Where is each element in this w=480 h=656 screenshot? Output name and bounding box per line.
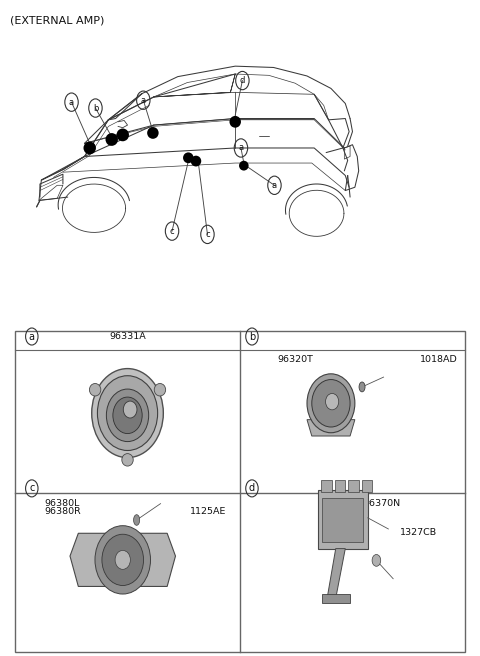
Ellipse shape (92, 369, 163, 458)
Text: d: d (240, 76, 245, 85)
Bar (15, 331, 465, 652)
Ellipse shape (115, 550, 131, 569)
Ellipse shape (229, 116, 241, 128)
Bar (348, 480, 359, 491)
Bar (318, 489, 368, 548)
Polygon shape (327, 548, 345, 598)
Ellipse shape (239, 161, 249, 171)
Ellipse shape (84, 142, 96, 154)
Ellipse shape (312, 380, 350, 427)
Ellipse shape (183, 152, 193, 163)
Text: 96370N: 96370N (363, 499, 401, 508)
Text: a: a (141, 96, 146, 105)
Text: a: a (29, 331, 35, 342)
Ellipse shape (117, 129, 129, 141)
Text: c: c (205, 230, 210, 239)
Polygon shape (70, 533, 176, 586)
Bar (323, 594, 350, 603)
Text: a: a (239, 144, 243, 152)
Ellipse shape (95, 525, 151, 594)
Bar (361, 480, 372, 491)
Text: a: a (69, 98, 74, 107)
Ellipse shape (372, 554, 381, 566)
Text: a: a (272, 181, 277, 190)
Polygon shape (307, 420, 355, 436)
Ellipse shape (107, 389, 149, 441)
Text: b: b (249, 331, 255, 342)
Text: b: b (93, 104, 98, 113)
Ellipse shape (97, 376, 157, 451)
Ellipse shape (191, 155, 201, 167)
Ellipse shape (102, 534, 144, 586)
Text: c: c (29, 483, 35, 493)
Text: 96320T: 96320T (277, 355, 313, 364)
Bar (323, 497, 363, 542)
Text: (EXTERNAL AMP): (EXTERNAL AMP) (10, 15, 105, 25)
Text: 1018AD: 1018AD (420, 355, 457, 364)
Ellipse shape (359, 382, 365, 392)
Ellipse shape (133, 515, 140, 525)
Text: 1125AE: 1125AE (190, 507, 226, 516)
Ellipse shape (307, 374, 355, 433)
Ellipse shape (147, 127, 158, 139)
Text: d: d (249, 483, 255, 493)
Ellipse shape (113, 397, 142, 434)
Ellipse shape (89, 384, 101, 396)
Ellipse shape (122, 453, 133, 466)
Text: 1327CB: 1327CB (400, 527, 437, 537)
Ellipse shape (325, 394, 339, 410)
Bar (322, 480, 332, 491)
Text: 96380R: 96380R (45, 508, 82, 516)
Ellipse shape (106, 133, 118, 146)
Text: 96380L: 96380L (45, 499, 80, 508)
Bar (335, 480, 345, 491)
Ellipse shape (123, 401, 137, 418)
Text: 96331A: 96331A (109, 332, 146, 341)
Ellipse shape (154, 384, 166, 396)
Text: c: c (170, 226, 174, 236)
